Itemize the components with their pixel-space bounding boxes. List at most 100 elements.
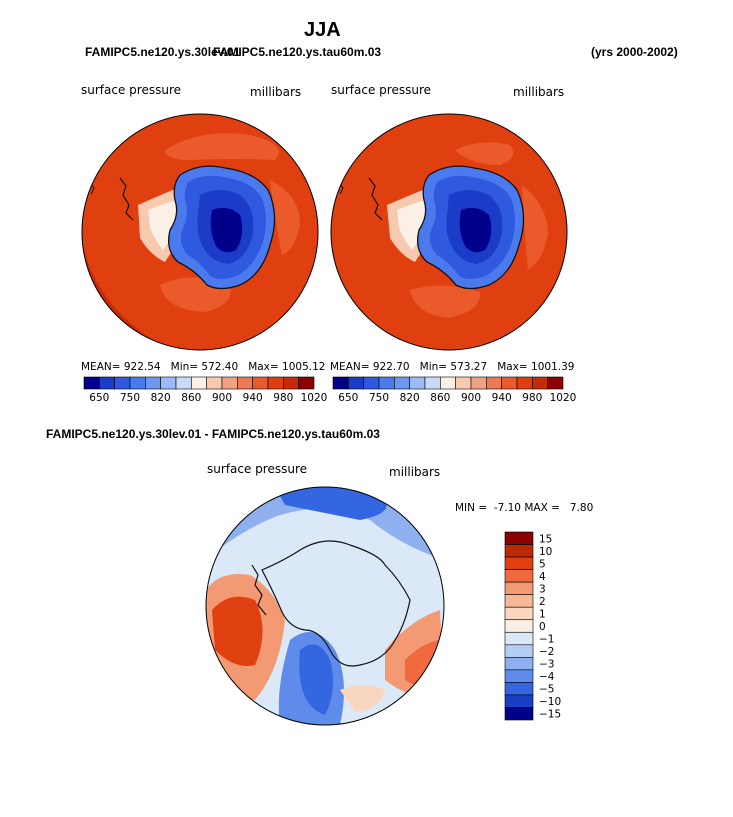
colorbar-swatch [175,376,192,390]
colorbar-swatch [160,376,177,390]
colorbar-tick-label: 820 [400,392,420,404]
max-value: 1001.39 [531,361,575,373]
pressure-patch [165,133,280,160]
colorbar-tick-label: 1020 [301,392,328,404]
case-name-right: FAMIPC5.ne120.ys.tau60m.03 [213,45,382,59]
pressure-patch [455,142,514,165]
diff-negative-region [299,644,334,715]
colorbar-swatch [363,376,380,390]
colorbar-swatch [99,376,115,390]
colorbar-tick-label: 2 [539,596,546,608]
colorbar-tick-label: 0 [539,621,546,633]
min-value: 573.27 [450,361,488,373]
colorbar-tick-label: −2 [539,646,554,658]
colorbar-swatch [252,376,269,390]
variable-label-left: surface pressure [81,83,181,97]
colorbar-tick-label: 860 [181,392,201,404]
colorbar-swatch [532,376,548,390]
colorbar-tick-label: 900 [212,392,232,404]
max-label: Max= [248,361,279,373]
max-value: 1005.12 [282,361,326,373]
colorbar-tick-label: 900 [461,392,481,404]
map-panel-right [330,113,568,351]
pressure-patch [522,185,548,270]
colorbar-swatch [129,376,146,390]
colorbar-left: 650 750 820 860 900 940 980 1020 [83,376,328,404]
coastline-detail [368,177,383,221]
colorbar-tick-label: 940 [243,392,263,404]
colorbar-swatch [504,631,534,646]
colorbar-tick-label: 940 [492,392,512,404]
colorbar-tick-label: −5 [539,684,554,696]
peninsula-gradient [148,198,185,250]
colorbar-tick-label: −3 [539,659,554,671]
mean-label: MEAN= [81,361,121,373]
colorbar-swatch [83,376,100,390]
colorbar-swatch [298,376,315,390]
colorbar-swatch [504,657,534,671]
pressure-patch [410,285,481,318]
pressure-patch [270,180,300,255]
colorbar-tick-label: 650 [89,392,109,404]
min-label: Min= [170,361,199,373]
min-value: 572.40 [201,361,239,373]
colorbar-swatch [504,581,534,595]
colorbar-swatch [394,376,410,390]
colorbar-swatch [114,376,131,390]
colorbar-swatch [504,556,534,570]
antarctica-low-pressure [459,207,492,253]
colorbar-swatch [504,682,534,696]
mean-value: 922.54 [123,361,161,373]
units-label-diff: millibars [389,465,441,479]
colorbar-swatch [486,376,502,390]
colorbar-swatch [424,376,441,390]
colorbar-tick-label: 980 [273,392,293,404]
coastline-detail [119,177,134,221]
mean-value: 922.70 [372,361,410,373]
colorbar-swatch [504,669,534,683]
years-label: (yrs 2000-2002) [591,45,678,59]
colorbar-tick-label: 4 [539,571,546,583]
colorbar-tick-label: −15 [539,709,561,721]
colorbar-tick-label: 980 [522,392,542,404]
antarctica-coastline [261,540,411,667]
colorbar-tick-label: 750 [120,392,140,404]
diff-positive-region [212,596,263,666]
colorbar-swatch [409,376,426,390]
colorbar-swatch [267,376,284,390]
map-border [330,113,568,351]
colorbar-tick-label: 15 [539,533,552,545]
colorbar-swatch [206,376,223,390]
colorbar-swatch [504,644,534,658]
coastline-detail [251,564,267,616]
diff-positive-region [340,685,385,712]
colorbar-swatch [504,569,534,583]
peninsula-gradient [397,198,434,250]
max-label: Max= [497,361,528,373]
colorbar-tick-label: 650 [338,392,358,404]
colorbar-swatch [501,376,518,390]
colorbar-tick-label: 1020 [550,392,577,404]
diff-min-max: MIN = -7.10 MAX = 7.80 [455,502,594,514]
colorbar-swatch [221,376,238,390]
colorbar-swatch [191,376,207,390]
stats-left: MEAN= 922.54 Min= 572.40 Max= 1005.12 [81,361,325,373]
map-border [205,486,445,726]
colorbar-tick-label: 820 [151,392,171,404]
colorbar-swatch [455,376,472,390]
variable-label-diff: surface pressure [207,462,307,476]
colorbar-swatch [237,376,253,390]
colorbar-swatch [547,376,564,390]
colorbar-tick-label: 1 [539,608,546,620]
colorbar-tick-label: 3 [539,583,546,595]
colorbar-swatch [283,376,299,390]
colorbar-tick-label: −10 [539,696,561,708]
map-panel-difference [205,486,445,726]
colorbar-tick-label: 860 [430,392,450,404]
figure-title: JJA [304,19,341,41]
colorbar-swatch [504,619,534,633]
colorbar-swatch [504,707,534,721]
stats-right: MEAN= 922.70 Min= 573.27 Max= 1001.39 [330,361,574,373]
